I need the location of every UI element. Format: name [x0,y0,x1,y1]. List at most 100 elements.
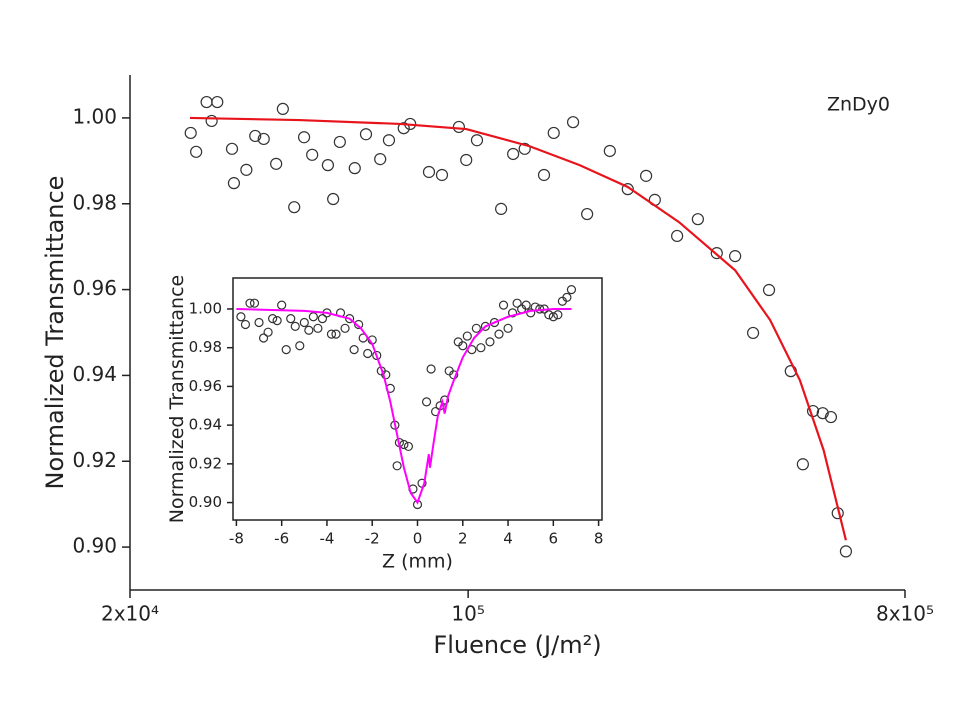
data-point [440,395,450,405]
data-point [263,327,273,337]
data-point [421,397,432,407]
data-point [603,144,616,158]
data-point [422,165,436,179]
data-point [257,132,270,146]
data-point [268,314,278,324]
data-point [547,126,560,140]
data-point [236,312,246,322]
data-point [566,285,577,295]
data-point [537,168,551,182]
x-tick-label: 2x10⁴ [101,602,159,626]
data-point [521,300,531,310]
annotation: ZnDy0 [827,94,890,116]
y-tick-label: 0.96 [72,276,117,300]
data-point [297,131,311,144]
data-point [331,329,341,339]
fit-line [189,116,847,541]
data-point [225,142,239,155]
data-point [326,329,337,339]
data-point [254,317,264,328]
data-point [270,157,283,170]
data-point [205,114,218,128]
data-point [562,292,572,302]
data-point [321,159,334,172]
data-point [306,148,319,161]
data-point [281,345,291,355]
fit-line [236,307,572,505]
data-point [824,410,838,424]
data-point [277,300,287,310]
data-point [566,116,580,129]
x-axis-title: Z (mm) [382,551,453,573]
x-tick-label: 8x10⁵ [876,602,934,626]
data-point [349,345,359,355]
data-point [333,135,346,149]
data-point [240,163,253,176]
data-point [518,142,531,155]
data-point [671,229,684,243]
data-point [348,162,361,175]
data-point [746,326,760,340]
data-point [485,337,495,347]
data-point [308,312,318,322]
data-point [354,319,364,330]
data-point [272,315,282,326]
data-point [762,283,776,297]
data-point [290,321,300,331]
data-point [374,153,387,166]
y-tick-label: 0.94 [189,416,222,434]
data-point [621,183,634,196]
data-point [839,545,853,558]
y-tick-label: 0.98 [189,338,222,356]
data-point [495,202,508,215]
x-tick-label: -6 [274,529,289,547]
data-point [494,329,504,339]
data-point [507,147,520,161]
data-point [359,128,373,141]
data-point [258,333,269,343]
data-point [470,134,484,147]
data-point [190,145,203,158]
data-point [452,120,465,134]
y-axis-title: Normalized Transmittance [166,275,188,524]
data-point [460,153,473,167]
data-point [372,350,382,361]
data-point [426,364,436,374]
data-point [299,317,309,328]
x-tick-label: 4 [503,529,513,547]
data-point [288,201,301,214]
y-tick-label: 0.94 [72,362,117,386]
data-point [382,134,396,147]
y-tick-label: 0.96 [189,377,222,395]
data-point [286,314,296,324]
x-axis-title: Fluence (J/m²) [433,631,601,659]
data-point [249,298,260,308]
x-tick-label: 10⁵ [451,602,484,626]
y-tick-label: 0.92 [189,454,222,472]
data-point [397,122,410,135]
data-point [327,192,340,206]
y-axis-title: Normalized Transmittance [41,176,69,490]
data-point [816,407,829,420]
x-tick-label: -8 [229,529,244,547]
x-tick-label: 8 [594,529,604,547]
data-point [363,348,373,359]
x-tick-label: -4 [319,529,334,547]
data-point [462,331,472,341]
data-point [548,312,558,322]
x-tick-label: 6 [549,529,559,547]
data-point [276,102,289,116]
data-point [710,247,723,260]
data-point [295,341,305,351]
data-point [381,370,391,380]
data-point [245,298,255,308]
x-tick-label: 2 [458,529,468,547]
y-tick-label: 1.00 [189,299,222,317]
data-point [544,310,554,320]
data-point [796,458,809,471]
data-point [640,169,653,182]
data-point [489,317,500,328]
data-point [471,323,481,333]
